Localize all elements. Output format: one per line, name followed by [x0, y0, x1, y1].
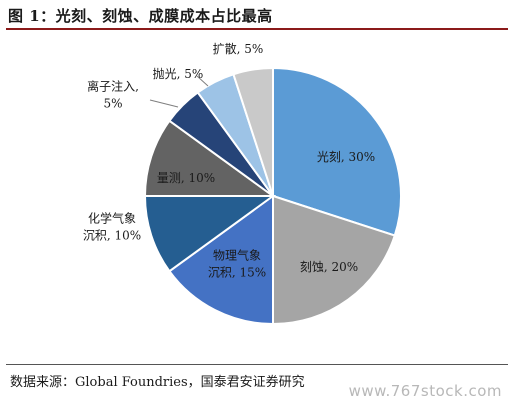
pie-slice-8	[232, 66, 274, 197]
pie-slice-5	[143, 119, 277, 197]
pie-slice-4	[143, 195, 277, 273]
pie-label-3: 物理气象沉积, 15%	[208, 248, 266, 280]
pie-label-5: 量测, 10%	[157, 171, 215, 185]
pie-slice-2	[272, 194, 397, 326]
pie-slices	[143, 66, 402, 326]
pie-label-7: 抛光, 5%	[153, 66, 204, 81]
leader-line-7	[196, 75, 209, 87]
pie-slice-1	[272, 66, 402, 237]
source-note: 数据来源：Global Foundries，国泰君安证券研究	[10, 375, 305, 390]
pie-label-8: 扩散, 5%	[213, 41, 264, 56]
pie-slice-3	[168, 194, 274, 326]
source-divider	[6, 364, 508, 365]
pie-label-2: 刻蚀, 20%	[300, 260, 358, 274]
label-leader-lines	[149, 75, 209, 108]
leader-line-6	[149, 99, 179, 108]
title-divider	[6, 28, 508, 30]
pie-labels: 光刻, 30% 刻蚀, 20% 物理气象沉积, 15% 化学气象沉积, 10% 量测, …	[83, 41, 375, 280]
pie-label-6: 离子注入, 5%	[87, 79, 139, 111]
pie-label-4: 化学气象沉积, 10%	[83, 211, 141, 243]
figure-title: 图 1：光刻、刻蚀、成膜成本占比最高	[8, 7, 273, 25]
pie-label-1: 光刻, 30%	[317, 150, 375, 164]
watermark: www.767stock.com	[348, 382, 502, 400]
